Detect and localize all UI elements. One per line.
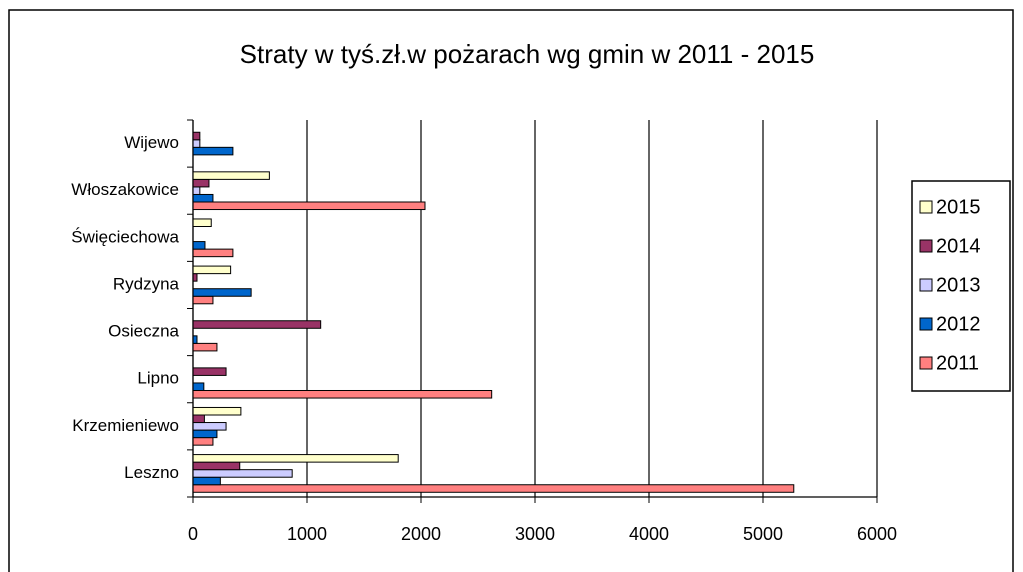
y-tick-label: Rydzyna: [113, 274, 180, 293]
bar: [192, 429, 218, 439]
y-tick-label: Lipno: [137, 369, 179, 388]
bar: [192, 454, 399, 463]
bar: [192, 422, 227, 431]
y-tick-label: Osieczna: [108, 322, 179, 341]
bar: [192, 201, 426, 211]
bar: [192, 131, 201, 141]
chart-border: [8, 9, 1014, 572]
x-tick-label: 0: [188, 524, 198, 544]
legend-label: 2011: [936, 352, 979, 374]
x-tick-label: 1000: [287, 524, 327, 544]
bar: [192, 248, 234, 258]
bar: [192, 218, 212, 228]
x-tick-label: 6000: [857, 524, 897, 544]
bar: [192, 139, 201, 148]
chart-title: Straty w tyś.zł.w pożarach wg gmin w 201…: [240, 39, 815, 69]
bar: [192, 171, 270, 180]
x-tick-label: 4000: [629, 524, 669, 544]
bar: [192, 241, 206, 250]
bar: [192, 414, 205, 424]
legend-label: 2013: [936, 274, 981, 296]
legend-swatch: [919, 239, 933, 253]
bar: [192, 437, 214, 446]
bar: [192, 288, 252, 297]
y-tick-label: Włoszakowice: [71, 180, 179, 199]
bar: [192, 193, 214, 203]
x-tick-label: 5000: [743, 524, 783, 544]
x-tick-label: 2000: [401, 524, 441, 544]
legend-label: 2014: [936, 235, 981, 257]
legend-label: 2015: [936, 196, 981, 218]
bar: [192, 178, 210, 188]
bar: [192, 461, 241, 471]
bar: [192, 265, 232, 275]
bar: [192, 389, 493, 399]
bar: [192, 382, 205, 391]
legend-swatch: [919, 200, 933, 214]
legend-swatch: [919, 278, 933, 292]
bar: [192, 295, 214, 305]
y-tick-label: Wijewo: [124, 133, 179, 152]
bar: [192, 484, 795, 493]
bar: [192, 146, 234, 156]
bar: [192, 342, 218, 352]
legend-swatch: [919, 317, 933, 331]
bar: [192, 406, 242, 416]
bar: [192, 320, 322, 329]
bar: [192, 186, 201, 195]
y-tick-label: Święciechowa: [71, 227, 179, 246]
x-tick-label: 3000: [515, 524, 555, 544]
y-tick-label: Leszno: [124, 463, 179, 482]
bar: [192, 476, 221, 486]
legend-swatch: [919, 356, 933, 370]
bar: [192, 367, 227, 376]
y-tick-label: Krzemieniewo: [72, 416, 179, 435]
legend-label: 2012: [936, 313, 981, 335]
bar: [192, 469, 293, 478]
